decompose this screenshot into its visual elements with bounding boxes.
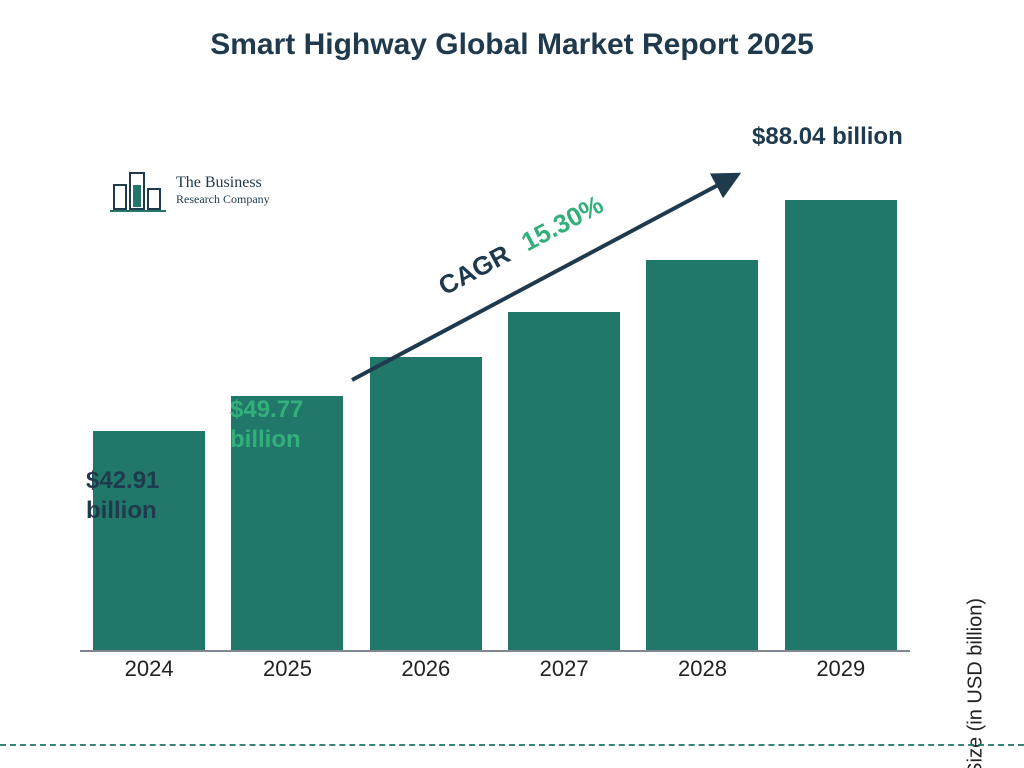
bar-2024 [93, 431, 205, 650]
callout-2025-value: $49.77 billion [230, 395, 360, 455]
bar-slot [80, 431, 218, 650]
bar-slot [772, 200, 910, 650]
bar-slot [633, 260, 771, 650]
x-tick-label: 2026 [357, 656, 495, 690]
y-axis-label: Market Size (in USD billion) [965, 598, 988, 768]
x-tick-label: 2028 [633, 656, 771, 690]
x-tick-label: 2024 [80, 656, 218, 690]
market-bar-chart: 202420252026202720282029 [80, 150, 910, 690]
callout-2024-value: $42.91 billion [86, 466, 216, 526]
x-tick-label: 2029 [772, 656, 910, 690]
callout-2029-value: $88.04 billion [752, 122, 972, 152]
bottom-dashed-divider [0, 744, 1024, 746]
bar-2029 [785, 200, 897, 650]
bar-2028 [646, 260, 758, 650]
bar-slot [495, 312, 633, 650]
x-tick-label: 2027 [495, 656, 633, 690]
bar-2027 [508, 312, 620, 650]
bar-slot [357, 357, 495, 650]
x-tick-label: 2025 [218, 656, 356, 690]
page-title: Smart Highway Global Market Report 2025 [0, 28, 1024, 62]
x-axis-line [80, 650, 910, 652]
bar-2026 [370, 357, 482, 650]
